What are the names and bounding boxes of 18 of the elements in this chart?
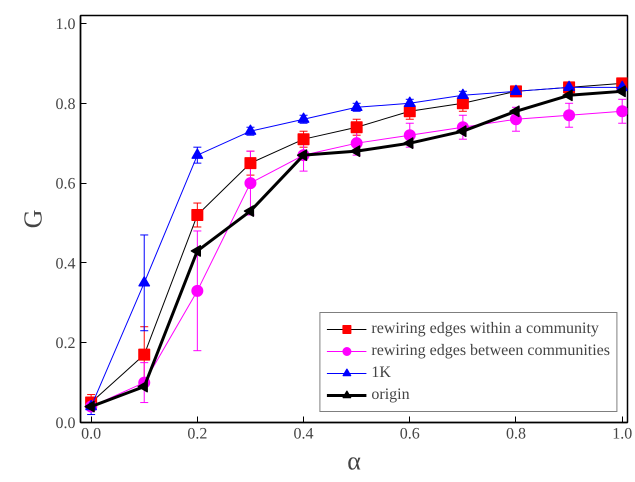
x-tick-label: 0.0 <box>81 426 102 442</box>
legend-label: origin <box>371 386 410 404</box>
y-tick-label: 0.0 <box>56 415 76 432</box>
legend-label: rewiring edges within a community <box>371 320 599 338</box>
y-tick-label: 0.4 <box>56 255 76 272</box>
y-tick-label: 0.8 <box>56 96 76 113</box>
x-tick-label: 0.8 <box>506 426 526 442</box>
legend-label: rewiring edges between communities <box>371 342 610 360</box>
y-axis-title: G <box>18 210 48 228</box>
x-tick-label: 0.4 <box>294 426 314 442</box>
y-tick-label: 0.2 <box>56 335 76 352</box>
x-tick-label: 0.6 <box>400 426 420 442</box>
x-axis-title: α <box>347 446 362 476</box>
x-tick-label: 1.0 <box>612 426 632 442</box>
y-tick-label: 1.0 <box>56 16 76 33</box>
y-tick-label: 0.6 <box>56 176 76 193</box>
legend-label: 1K <box>371 364 392 382</box>
x-tick-label: 0.2 <box>187 426 208 442</box>
